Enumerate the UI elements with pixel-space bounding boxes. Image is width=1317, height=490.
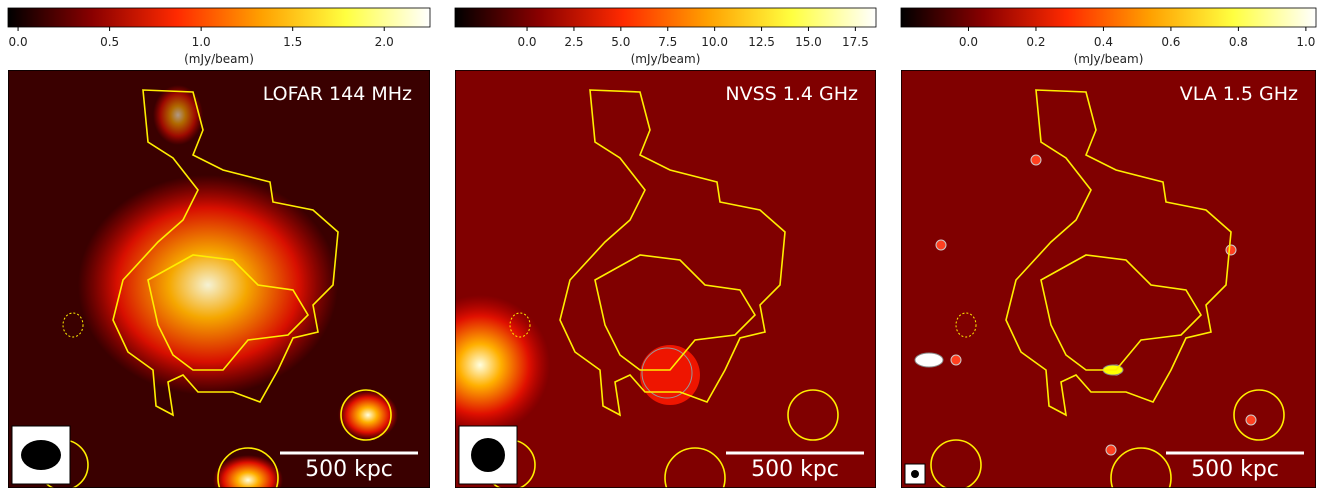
- beam: [911, 470, 919, 478]
- scale-bar-label: 500 kpc: [305, 457, 393, 482]
- colorbar-tick-label: 2.5: [564, 35, 583, 49]
- image-background: [901, 70, 1316, 488]
- compact-source: [1106, 445, 1116, 455]
- emission: [153, 85, 203, 145]
- colorbar-tick-label: 0.0: [959, 35, 978, 49]
- panel-title: VLA 1.5 GHz: [1180, 83, 1298, 105]
- compact-source: [1246, 415, 1256, 425]
- colorbar-tick-label: 0.5: [100, 35, 119, 49]
- panel-title: NVSS 1.4 GHz: [725, 83, 858, 105]
- image-background: [455, 70, 876, 488]
- colorbar-tick-label: 7.5: [658, 35, 677, 49]
- colorbar-tick-label: 17.5: [842, 35, 869, 49]
- image-panel: NVSS 1.4 GHz 500 kpc: [410, 70, 876, 490]
- colorbar-tick-label: 0.8: [1229, 35, 1248, 49]
- colorbar-tick-label: 0.0: [9, 35, 28, 49]
- colorbar-tick-label: 0.2: [1026, 35, 1045, 49]
- compact-source: [1226, 245, 1236, 255]
- scale-bar-label: 500 kpc: [751, 457, 839, 482]
- colorbar-tick-label: 15.0: [795, 35, 822, 49]
- colorbar-label: (mJy/beam): [1074, 52, 1144, 66]
- panel-title: LOFAR 144 MHz: [263, 83, 412, 105]
- colorbar-label: (mJy/beam): [631, 52, 701, 66]
- colorbar-tick-label: 0.4: [1094, 35, 1113, 49]
- colorbar: [455, 8, 876, 27]
- image-panel: LOFAR 144 MHz 500 kpc: [8, 70, 430, 490]
- compact-source: [915, 353, 943, 367]
- scale-bar-label: 500 kpc: [1191, 457, 1279, 482]
- colorbar-tick-label: 1.0: [192, 35, 211, 49]
- colorbar-tick-label: 5.0: [611, 35, 630, 49]
- colorbar-tick-label: 1.5: [283, 35, 302, 49]
- colorbar: [8, 8, 430, 27]
- colorbar-tick-label: 0.0: [517, 35, 536, 49]
- colorbar-tick-label: 12.5: [748, 35, 775, 49]
- colorbar-tick-label: 2.0: [375, 35, 394, 49]
- colorbar-tick-label: 0.6: [1161, 35, 1180, 49]
- image-panel: VLA 1.5 GHz 500 kpc: [901, 70, 1316, 490]
- emission: [338, 390, 398, 440]
- colorbar-tick-label: 10.0: [701, 35, 728, 49]
- colorbar-label: (mJy/beam): [184, 52, 254, 66]
- colorbar-tick-label: 1.0: [1296, 35, 1315, 49]
- compact-source: [936, 240, 946, 250]
- emission: [410, 295, 550, 435]
- figure: 0.0 0.5 1.0 1.5 2.0 (mJy/beam) LOFAR 144 MHz 50…: [0, 0, 1317, 490]
- beam: [21, 440, 61, 470]
- beam: [471, 438, 505, 472]
- compact-source: [951, 355, 961, 365]
- colorbar: [901, 8, 1316, 27]
- compact-source: [1031, 155, 1041, 165]
